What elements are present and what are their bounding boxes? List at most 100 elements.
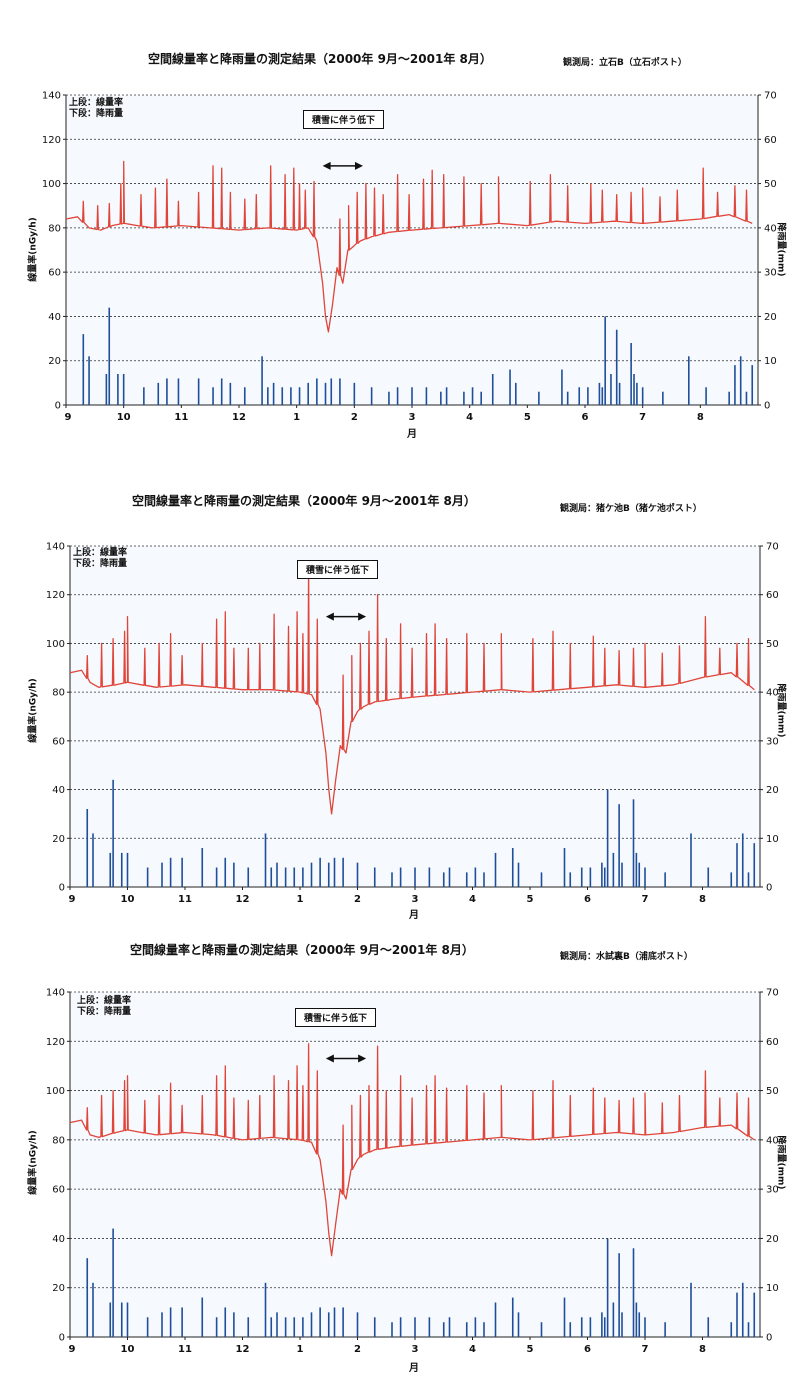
y2-axis-label: 降雨量(mm) xyxy=(775,683,786,738)
x-tick-label: 3 xyxy=(412,1344,419,1355)
y-tick-label: 100 xyxy=(46,1086,65,1097)
y2-tick-label: 10 xyxy=(766,1283,779,1294)
x-tick-label: 7 xyxy=(642,894,649,905)
station-label: 観測局：立石B（立石ポスト） xyxy=(563,58,687,68)
legend-item-dose-rate: 上段：線量率 xyxy=(73,548,128,558)
x-tick-label: 10 xyxy=(121,1344,135,1355)
y-tick-label: 40 xyxy=(52,785,65,796)
y2-tick-label: 50 xyxy=(766,1086,779,1097)
x-tick-label: 8 xyxy=(699,894,706,905)
x-axis-label: 月 xyxy=(407,429,417,440)
annotation-box: 積雪に伴う低下 xyxy=(303,110,385,129)
y2-tick-label: 30 xyxy=(766,736,779,747)
y-tick-label: 80 xyxy=(48,223,61,234)
x-tick-label: 12 xyxy=(232,412,246,423)
y2-tick-label: 0 xyxy=(766,883,772,894)
y-axis-label: 線量率(nGy/h) xyxy=(28,1130,39,1195)
chart-panel-1: 空間線量率と降雨量の測定結果（2000年 9月～2001年 8月） 観測局：立石… xyxy=(0,0,800,458)
y-tick-label: 60 xyxy=(52,1185,65,1196)
arrowhead-left xyxy=(322,161,331,170)
x-tick-label: 1 xyxy=(297,1344,304,1355)
station-label: 観測局：水試裏B（浦底ポスト） xyxy=(560,952,693,962)
x-tick-label: 2 xyxy=(354,1344,361,1355)
arrowhead-right xyxy=(354,161,363,170)
y2-tick-label: 30 xyxy=(766,1185,779,1196)
dose-rate-line xyxy=(65,160,753,333)
y-tick-label: 0 xyxy=(59,883,65,894)
x-tick-label: 1 xyxy=(297,894,304,905)
legend: 上段：線量率 下段：降雨量 xyxy=(77,996,131,1018)
chart-title: 空間線量率と降雨量の測定結果（2000年 9月～2001年 8月） xyxy=(148,52,492,66)
x-tick-label: 10 xyxy=(117,412,131,423)
y2-tick-label: 20 xyxy=(766,785,779,796)
rainfall-series xyxy=(86,779,756,887)
y2-tick-label: 40 xyxy=(766,688,779,699)
chart-panel-2: 空間線量率と降雨量の測定結果（2000年 9月～2001年 8月） 観測局：猪ケ… xyxy=(0,458,800,921)
y-tick-label: 120 xyxy=(46,590,65,601)
y2-tick-label: 20 xyxy=(766,1234,779,1245)
arrowhead-right xyxy=(358,1054,367,1063)
x-tick-label: 8 xyxy=(699,1344,706,1355)
x-tick-label: 9 xyxy=(69,1344,76,1355)
y2-tick-label: 10 xyxy=(764,356,777,367)
x-tick-label: 6 xyxy=(582,412,589,423)
y2-tick-label: 0 xyxy=(764,401,770,412)
y-tick-label: 120 xyxy=(42,135,61,146)
y-axis-label: 線量率(nGy/h) xyxy=(28,678,39,743)
x-tick-label: 4 xyxy=(469,894,476,905)
x-tick-label: 5 xyxy=(527,894,534,905)
y-tick-label: 140 xyxy=(42,91,61,102)
x-tick-label: 12 xyxy=(236,894,250,905)
y2-tick-label: 70 xyxy=(766,988,779,999)
plot-area xyxy=(70,992,760,1337)
y-tick-label: 0 xyxy=(59,1333,65,1344)
legend: 上段：線量率 下段：降雨量 xyxy=(73,548,127,570)
y-tick-label: 60 xyxy=(48,268,61,279)
rainfall-series xyxy=(86,1228,756,1337)
x-tick-label: 6 xyxy=(584,1344,591,1355)
legend-item-rainfall: 下段：降雨量 xyxy=(77,1007,132,1017)
x-tick-label: 7 xyxy=(642,1344,649,1355)
y-tick-label: 100 xyxy=(42,179,61,190)
x-tick-label: 10 xyxy=(121,894,135,905)
legend-item-dose-rate: 上段：線量率 xyxy=(69,98,124,108)
arrowhead-right xyxy=(358,612,367,621)
y-tick-label: 80 xyxy=(52,1135,65,1146)
x-tick-label: 3 xyxy=(409,412,416,423)
x-tick-label: 12 xyxy=(236,1344,250,1355)
y2-tick-label: 40 xyxy=(764,223,777,234)
annotation-box: 積雪に伴う低下 xyxy=(295,1008,377,1027)
y2-tick-label: 50 xyxy=(764,179,777,190)
y2-axis-label: 降雨量(mm) xyxy=(775,1135,786,1190)
x-tick-label: 8 xyxy=(697,412,704,423)
arrowhead-left xyxy=(325,1054,334,1063)
x-tick-label: 6 xyxy=(584,894,591,905)
rainfall-series xyxy=(82,307,754,405)
x-tick-label: 2 xyxy=(354,894,361,905)
y-tick-label: 140 xyxy=(46,988,65,999)
dose-rate-line xyxy=(69,567,755,815)
y2-tick-label: 10 xyxy=(766,834,779,845)
y-tick-label: 140 xyxy=(46,542,65,553)
x-tick-label: 5 xyxy=(524,412,531,423)
x-tick-label: 4 xyxy=(466,412,473,423)
plot-area xyxy=(70,546,760,887)
x-tick-label: 4 xyxy=(469,1344,476,1355)
chart-panel-3: 空間線量率と降雨量の測定結果（2000年 9月～2001年 8月） 観測局：水試… xyxy=(0,916,800,1374)
y2-tick-label: 40 xyxy=(766,1135,779,1146)
y2-tick-label: 60 xyxy=(764,135,777,146)
y2-tick-label: 0 xyxy=(766,1333,772,1344)
x-tick-label: 9 xyxy=(69,894,76,905)
y2-tick-label: 70 xyxy=(766,542,779,553)
x-tick-label: 2 xyxy=(351,412,358,423)
annotation-box: 積雪に伴う低下 xyxy=(297,560,379,579)
x-tick-label: 7 xyxy=(639,412,646,423)
x-tick-label: 11 xyxy=(178,894,192,905)
y2-axis-label: 降雨量(mm) xyxy=(775,222,786,277)
chart-title: 空間線量率と降雨量の測定結果（2000年 9月～2001年 8月） xyxy=(130,943,474,957)
y-tick-label: 0 xyxy=(55,401,61,412)
dose-rate-line xyxy=(69,1043,755,1257)
chart-title: 空間線量率と降雨量の測定結果（2000年 9月～2001年 8月） xyxy=(132,494,476,508)
